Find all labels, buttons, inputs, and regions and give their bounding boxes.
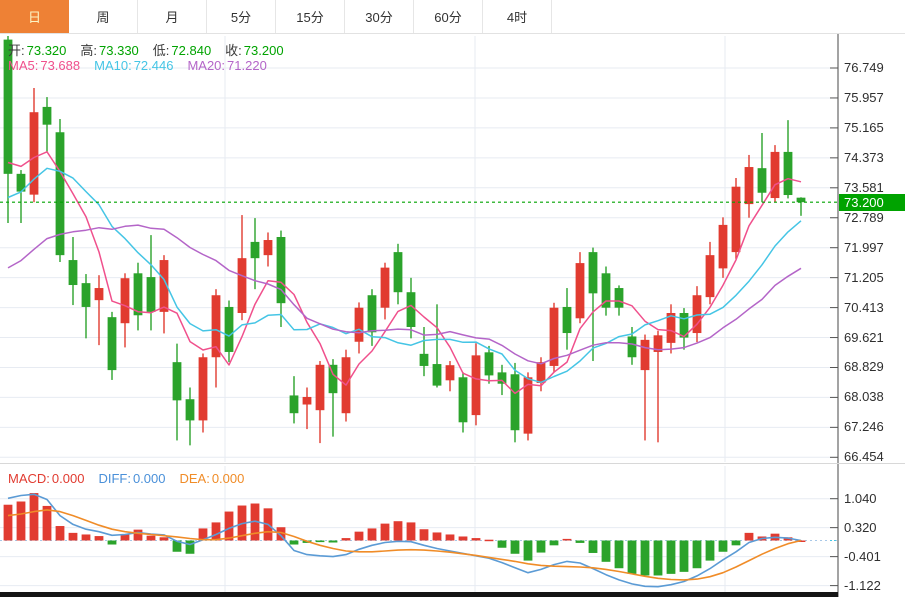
- chart-area: 开: 73.320 高: 73.330 低: 72.840 收: 73.200 MA5: 73.…: [0, 34, 905, 599]
- interval-tab-6[interactable]: 60分: [414, 0, 483, 33]
- interval-tab-1[interactable]: 周: [69, 0, 138, 33]
- last-price-tag: 73.200: [839, 193, 905, 211]
- interval-tabbar: 日周月 5分 15分 30分 60分 4时: [0, 0, 905, 34]
- interval-tab-0[interactable]: 日: [0, 0, 69, 33]
- interval-tab-2[interactable]: 月: [138, 0, 207, 33]
- axis-decorations: [0, 34, 905, 597]
- interval-tab-5[interactable]: 30分: [345, 0, 414, 33]
- macd-panel: [0, 493, 838, 588]
- main-panel: [3, 36, 806, 446]
- interval-tab-7[interactable]: 4时: [483, 0, 552, 33]
- interval-tab-4[interactable]: 15分: [276, 0, 345, 33]
- interval-tab-3[interactable]: 5分: [207, 0, 276, 33]
